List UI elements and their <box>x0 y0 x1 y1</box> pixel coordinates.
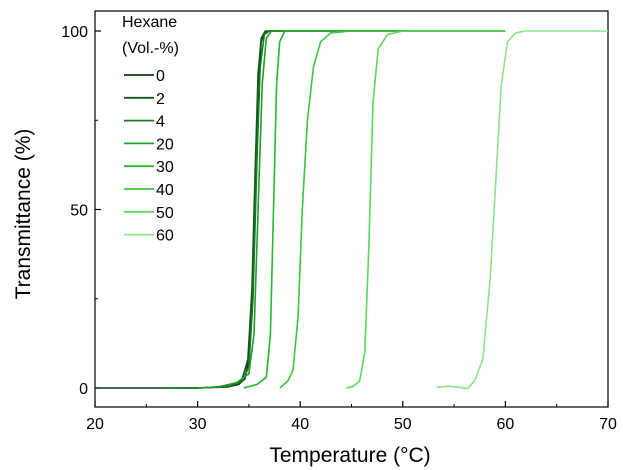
y-axis-label: Transmittance (%) <box>12 129 35 300</box>
series-line-40 <box>279 30 506 389</box>
x-tick-label: 30 <box>189 416 207 433</box>
series-lines <box>95 30 608 390</box>
y-tick-label: 0 <box>79 381 88 398</box>
series-line-4 <box>166 30 506 389</box>
legend-title-line2: (Vol.-%) <box>122 40 179 57</box>
series-line-2 <box>177 30 506 389</box>
legend-label-30: 30 <box>156 159 174 176</box>
x-tick-label: 40 <box>291 416 309 433</box>
x-tick-label: 70 <box>599 416 617 433</box>
series-line-20 <box>197 30 506 389</box>
x-axis: 20 30 40 50 60 70 <box>86 401 617 433</box>
x-axis-label: Temperature (°C) <box>269 444 430 467</box>
legend-title-line1: Hexane <box>122 14 177 31</box>
series-line-50 <box>346 30 506 389</box>
legend-label-50: 50 <box>156 205 174 222</box>
legend-label-20: 20 <box>156 136 174 153</box>
y-tick-label: 50 <box>70 203 88 220</box>
series-line-60 <box>436 30 608 390</box>
legend-label-60: 60 <box>156 228 174 245</box>
legend: Hexane (Vol.-%) 0 2 4 20 30 40 50 60 <box>122 14 179 245</box>
x-tick-label: 20 <box>86 416 104 433</box>
legend-label-40: 40 <box>156 182 174 199</box>
legend-label-4: 4 <box>156 114 165 131</box>
x-tick-label: 50 <box>394 416 412 433</box>
legend-label-2: 2 <box>156 91 165 108</box>
x-tick-label: 60 <box>497 416 515 433</box>
y-tick-label: 100 <box>61 24 88 41</box>
legend-label-0: 0 <box>156 68 165 85</box>
series-line-30 <box>243 30 506 389</box>
